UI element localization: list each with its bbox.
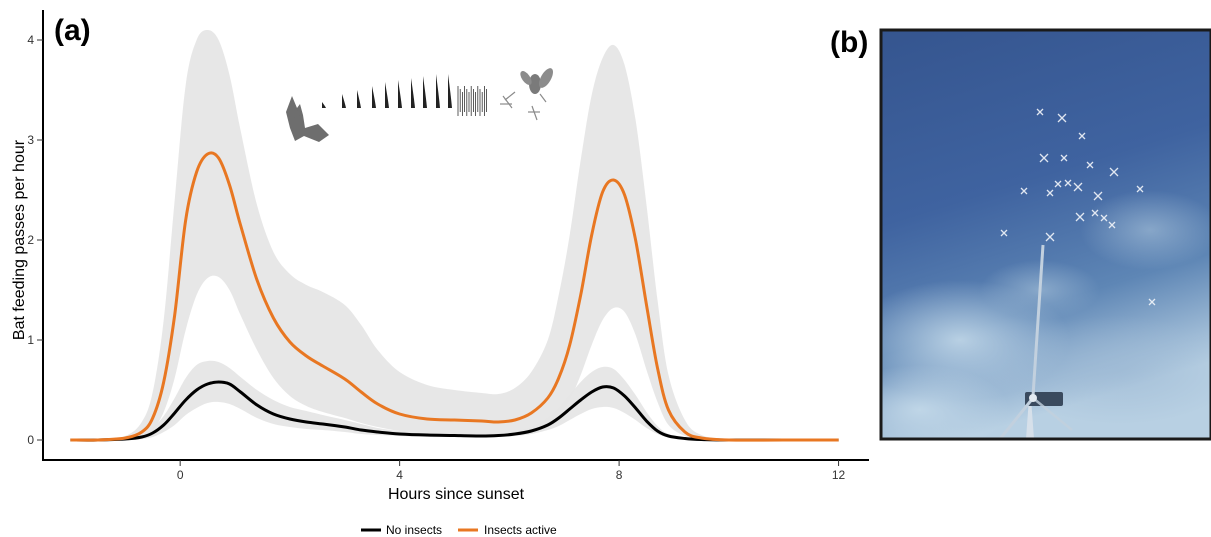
y-tick-label: 0 bbox=[27, 433, 34, 447]
call-pulse bbox=[436, 74, 440, 108]
bat-dot bbox=[1100, 214, 1108, 222]
bat-dot bbox=[1108, 221, 1116, 229]
bat-dot bbox=[1148, 298, 1156, 306]
call-pulse bbox=[385, 82, 389, 108]
bat-dot bbox=[1109, 167, 1119, 177]
bat-dot bbox=[1136, 185, 1144, 193]
y-tick-label: 2 bbox=[27, 233, 34, 247]
call-pulse bbox=[322, 102, 326, 108]
legend-label-insects-active: Insects active bbox=[484, 523, 557, 537]
panel-b-label: (b) bbox=[830, 26, 868, 59]
bat-dot bbox=[1046, 189, 1054, 197]
x-tick-label: 12 bbox=[832, 468, 846, 482]
call-pulse bbox=[372, 86, 376, 108]
x-tick-label: 0 bbox=[177, 468, 184, 482]
call-pulse bbox=[448, 74, 452, 108]
series-line-insects-active bbox=[70, 151, 839, 442]
legend-label-no-insects: No insects bbox=[386, 523, 442, 537]
x-tick-label: 8 bbox=[616, 468, 623, 482]
insects-icon bbox=[500, 68, 553, 121]
call-pulse bbox=[411, 78, 415, 108]
echolocation-calls-icon bbox=[322, 74, 488, 116]
series-lines bbox=[70, 151, 839, 442]
flying-bats-icon bbox=[1000, 108, 1156, 306]
bat-dot bbox=[1060, 154, 1068, 162]
panel-a-label: (a) bbox=[54, 14, 91, 47]
bat-dot bbox=[1078, 132, 1086, 140]
x-tick-label: 4 bbox=[396, 468, 403, 482]
bat-dot bbox=[1073, 182, 1083, 192]
y-tick-label: 1 bbox=[27, 333, 34, 347]
bat-dot bbox=[1093, 191, 1103, 201]
bat-dot bbox=[1039, 153, 1049, 163]
call-pulse bbox=[398, 80, 402, 108]
confidence-bands bbox=[70, 30, 839, 441]
bat-silhouette bbox=[286, 96, 329, 142]
bat-dot bbox=[1075, 212, 1085, 222]
call-pulse bbox=[423, 76, 427, 108]
bat-dot bbox=[1091, 209, 1099, 217]
bat-dot bbox=[1064, 179, 1072, 187]
bat-dot bbox=[1000, 229, 1008, 237]
call-pulse bbox=[342, 94, 346, 108]
photo-frame bbox=[879, 28, 1211, 441]
y-axis-title: Bat feeding passes per hour bbox=[11, 139, 28, 340]
y-tick-label: 3 bbox=[27, 133, 34, 147]
bat-dot bbox=[1054, 180, 1062, 188]
legend: No insects Insects active bbox=[361, 523, 557, 537]
bat-dot bbox=[1057, 113, 1067, 123]
call-pulse bbox=[357, 90, 361, 108]
turbine-photo bbox=[879, 28, 1211, 441]
bat-dot bbox=[1020, 187, 1028, 195]
bat-dot bbox=[1036, 108, 1044, 116]
wind-turbine-icon bbox=[998, 244, 1073, 439]
x-axis-title: Hours since sunset bbox=[388, 486, 525, 503]
bat-dot bbox=[1086, 161, 1094, 169]
y-tick-label: 4 bbox=[27, 33, 34, 47]
series-line-no-insects bbox=[70, 380, 839, 442]
ci-band-insects-active bbox=[70, 30, 839, 441]
bat-dot bbox=[1045, 232, 1055, 242]
